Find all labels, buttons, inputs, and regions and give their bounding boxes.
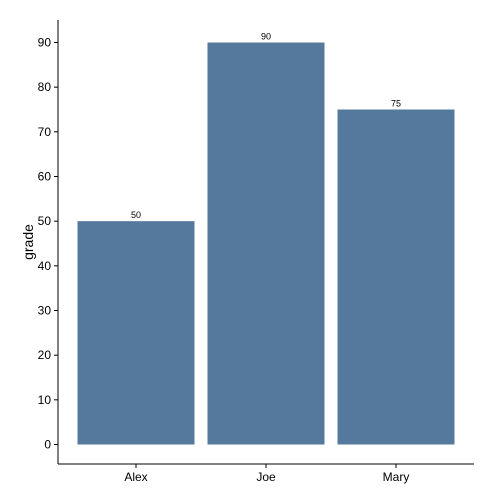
y-tick-label-90: 90 (38, 36, 52, 50)
x-tick-label-joe: Joe (256, 470, 276, 484)
y-tick-label-40: 40 (38, 259, 52, 273)
bar-alex (77, 221, 195, 445)
y-axis: 0 10 20 30 40 50 60 70 80 90 (38, 20, 59, 464)
y-tick-label-20: 20 (38, 348, 52, 362)
y-tick-label-80: 80 (38, 80, 52, 94)
bar-mary (337, 109, 455, 445)
bars-layer (77, 42, 455, 445)
data-label-alex: 50 (131, 210, 141, 220)
y-tick-label-50: 50 (38, 214, 52, 228)
y-tick-label-30: 30 (38, 304, 52, 318)
data-label-mary: 75 (391, 99, 401, 109)
y-axis-title: grade (20, 224, 36, 260)
x-tick-label-mary: Mary (383, 470, 410, 484)
y-tick-label-0: 0 (44, 438, 51, 452)
y-tick-label-70: 70 (38, 125, 52, 139)
bar-joe (207, 42, 325, 445)
data-label-joe: 90 (261, 32, 271, 42)
data-labels-layer: 50 90 75 (131, 32, 401, 221)
x-tick-label-alex: Alex (124, 470, 147, 484)
y-tick-label-60: 60 (38, 170, 52, 184)
x-axis: Alex Joe Mary (58, 463, 474, 484)
y-tick-label-10: 10 (38, 393, 52, 407)
